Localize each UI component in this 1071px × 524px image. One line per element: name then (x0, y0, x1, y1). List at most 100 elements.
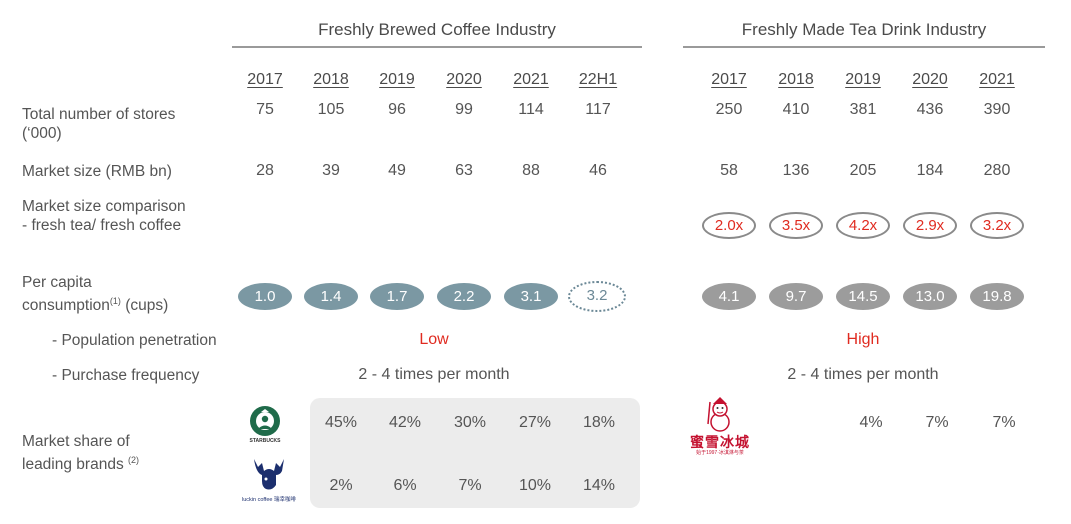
tea-stores-value: 436 (916, 101, 944, 118)
luckin-deer-icon (254, 459, 284, 490)
row-label-market-size: Market size (RMB bn) (22, 163, 172, 180)
coffee-year: 22H1 (578, 71, 618, 88)
luckin-share-value: 2% (329, 477, 353, 494)
row-label-stores: Total number of stores (‘000) (22, 105, 175, 143)
row-label-share-line1: Market share of (22, 433, 130, 450)
luckin-share-value: 7% (458, 477, 482, 494)
tea-penetration-value: High (846, 331, 880, 348)
tea-market-size-value: 58 (720, 162, 738, 179)
coffee-stores-value: 75 (256, 101, 274, 118)
coffee-market-size-value: 39 (322, 162, 340, 179)
tea-per-capita-pill: 14.5 (836, 283, 890, 310)
coffee-industry-header: Freshly Brewed Coffee Industry (318, 20, 556, 39)
coffee-market-share-panel (310, 398, 640, 508)
row-label-stores-line1: Total number of stores (22, 106, 176, 123)
tea-industry-header: Freshly Made Tea Drink Industry (741, 20, 987, 39)
coffee-per-capita-pill: 1.7 (370, 283, 424, 310)
luckin-logo: luckin coffee 瑞幸咖啡 (240, 455, 298, 505)
row-label-penetration: - Population penetration (52, 332, 217, 349)
coffee-frequency-value: 2 - 4 times per month (358, 366, 510, 383)
row-label-comparison-line2: - fresh tea/ fresh coffee (22, 217, 182, 234)
comparison-ratio-badge: 3.2x (970, 212, 1024, 239)
tea-per-capita-pill: 4.1 (702, 283, 756, 310)
row-label-per-capita-line2: consumption(1) (cups) (22, 292, 168, 315)
comparison-ratio-badge: 2.9x (903, 212, 957, 239)
luckin-share-value: 6% (393, 477, 417, 494)
row-label-share-line2: leading brands (2) (22, 451, 139, 474)
coffee-per-capita-pill: 1.4 (304, 283, 358, 310)
mixue-logo-text: 蜜雪冰城 (690, 434, 750, 450)
tea-market-size-value: 136 (782, 162, 810, 179)
mixue-snowman-icon (707, 397, 730, 432)
coffee-year: 2019 (379, 71, 415, 88)
share-text: leading brands (22, 456, 128, 474)
coffee-per-capita-pill: 1.0 (238, 283, 292, 310)
coffee-per-capita-pill: 3.1 (504, 283, 558, 310)
coffee-stores-value: 99 (455, 101, 473, 118)
coffee-stores-value: 96 (388, 101, 406, 118)
tea-per-capita-pill: 19.8 (970, 283, 1024, 310)
coffee-market-size-value: 28 (256, 162, 274, 179)
coffee-header-rule (232, 46, 642, 48)
coffee-market-size-value: 46 (589, 162, 607, 179)
tea-year: 2019 (845, 71, 881, 88)
starbucks-share-value: 45% (324, 414, 358, 431)
tea-market-size-value: 280 (983, 162, 1011, 179)
mixue-share-value: 4% (859, 414, 883, 431)
coffee-market-size-value: 88 (522, 162, 540, 179)
luckin-logo-text: luckin coffee 瑞幸咖啡 (241, 497, 296, 503)
starbucks-share-value: 18% (582, 414, 616, 431)
per-capita-unit: (cups) (120, 297, 169, 315)
starbucks-logo-icon (250, 406, 280, 436)
coffee-stores-value: 114 (518, 101, 544, 118)
row-label-frequency: - Purchase frequency (52, 367, 200, 384)
tea-stores-value: 381 (849, 101, 877, 118)
coffee-market-size-value: 49 (388, 162, 406, 179)
per-capita-text: consumption (22, 297, 110, 315)
starbucks-logo: STARBUCKS (246, 404, 284, 446)
coffee-year: 2020 (446, 71, 482, 88)
tea-year: 2021 (979, 71, 1015, 88)
row-label-comparison: Market size comparison - fresh tea/ fres… (22, 197, 186, 235)
tea-stores-value: 250 (715, 101, 743, 118)
tea-per-capita-pill: 13.0 (903, 283, 957, 310)
coffee-year: 2017 (247, 71, 283, 88)
footnote-1-marker: (1) (109, 296, 121, 306)
coffee-per-capita-pill-estimate: 3.2 (568, 281, 626, 312)
tea-stores-value: 390 (983, 101, 1011, 118)
tea-per-capita-pill: 9.7 (769, 283, 823, 310)
coffee-year: 2021 (513, 71, 549, 88)
starbucks-share-value: 30% (453, 414, 487, 431)
coffee-stores-value: 117 (585, 101, 611, 118)
row-label-per-capita-line1: Per capita (22, 274, 92, 291)
starbucks-share-value: 42% (388, 414, 422, 431)
footnote-2-marker: (2) (128, 455, 139, 465)
row-label-market-share: Market share of leading brands (2) (22, 432, 139, 474)
luckin-share-value: 10% (518, 477, 552, 494)
coffee-stores-value: 105 (317, 101, 345, 118)
mixue-logo-subtext: 始于1997·冰淇淋与茶 (696, 450, 744, 456)
coffee-market-size-value: 63 (455, 162, 473, 179)
tea-market-size-value: 205 (849, 162, 877, 179)
tea-year: 2020 (912, 71, 948, 88)
tea-frequency-value: 2 - 4 times per month (787, 366, 939, 383)
comparison-ratio-badge: 4.2x (836, 212, 890, 239)
comparison-ratio-badge: 3.5x (769, 212, 823, 239)
luckin-share-value: 14% (582, 477, 616, 494)
coffee-per-capita-pill: 2.2 (437, 283, 491, 310)
mixue-share-value: 7% (925, 414, 949, 431)
tea-year: 2017 (711, 71, 747, 88)
tea-year: 2018 (778, 71, 814, 88)
coffee-penetration-value: Low (419, 331, 449, 348)
tea-stores-value: 410 (782, 101, 810, 118)
starbucks-logo-text: STARBUCKS (249, 438, 281, 444)
mixue-logo: 蜜雪冰城 始于1997·冰淇淋与茶 (690, 396, 750, 458)
row-label-per-capita: Per capita consumption(1) (cups) (22, 273, 168, 315)
comparison-ratio-badge: 2.0x (702, 212, 756, 239)
tea-market-size-value: 184 (916, 162, 944, 179)
tea-header-rule (683, 46, 1045, 48)
starbucks-share-value: 27% (518, 414, 552, 431)
row-label-comparison-line1: Market size comparison (22, 198, 186, 215)
mixue-share-value: 7% (992, 414, 1016, 431)
row-label-stores-line2: (‘000) (22, 125, 62, 142)
